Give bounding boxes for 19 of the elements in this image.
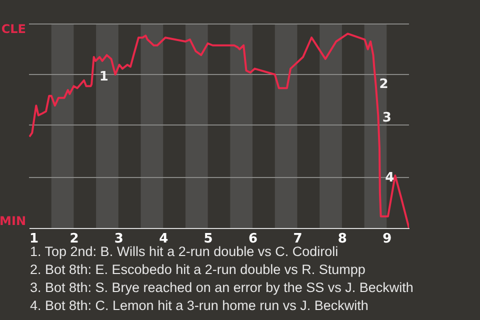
annotation: 1 xyxy=(99,69,108,84)
annotation: 3 xyxy=(382,110,392,126)
annotation: 4 xyxy=(385,170,394,186)
x-tick-label: 8 xyxy=(338,232,347,246)
x-tick-label: 3 xyxy=(114,232,124,246)
x-tick-label: 9 xyxy=(382,232,392,246)
text: 1. Top 2nd: B. Wills hit a 2-run double vs C. Codiroli xyxy=(30,244,338,259)
x-tick-label: 7 xyxy=(293,232,302,246)
ref-line-label: CLE xyxy=(1,22,26,36)
annotation: 2 xyxy=(379,77,388,92)
text: 2. Bot 8th: E. Escobedo hit a 2-run double vs R. Stumpp xyxy=(30,261,366,279)
text: 4. Bot 8th: C. Lemon hit a 3-run home run vs J. Beckwith xyxy=(30,297,370,315)
x-tick-label: 6 xyxy=(248,232,258,246)
x-tick-label: 5 xyxy=(204,232,213,246)
x-tick-label: 1 xyxy=(30,232,39,246)
x-tick-label: 2 xyxy=(70,232,79,246)
text: 3. Bot 8th: S. Brye reached on an error by the SS vs J. Beckwith xyxy=(30,279,414,297)
x-tick-label: 4 xyxy=(159,232,168,246)
text: MIN xyxy=(0,214,26,228)
